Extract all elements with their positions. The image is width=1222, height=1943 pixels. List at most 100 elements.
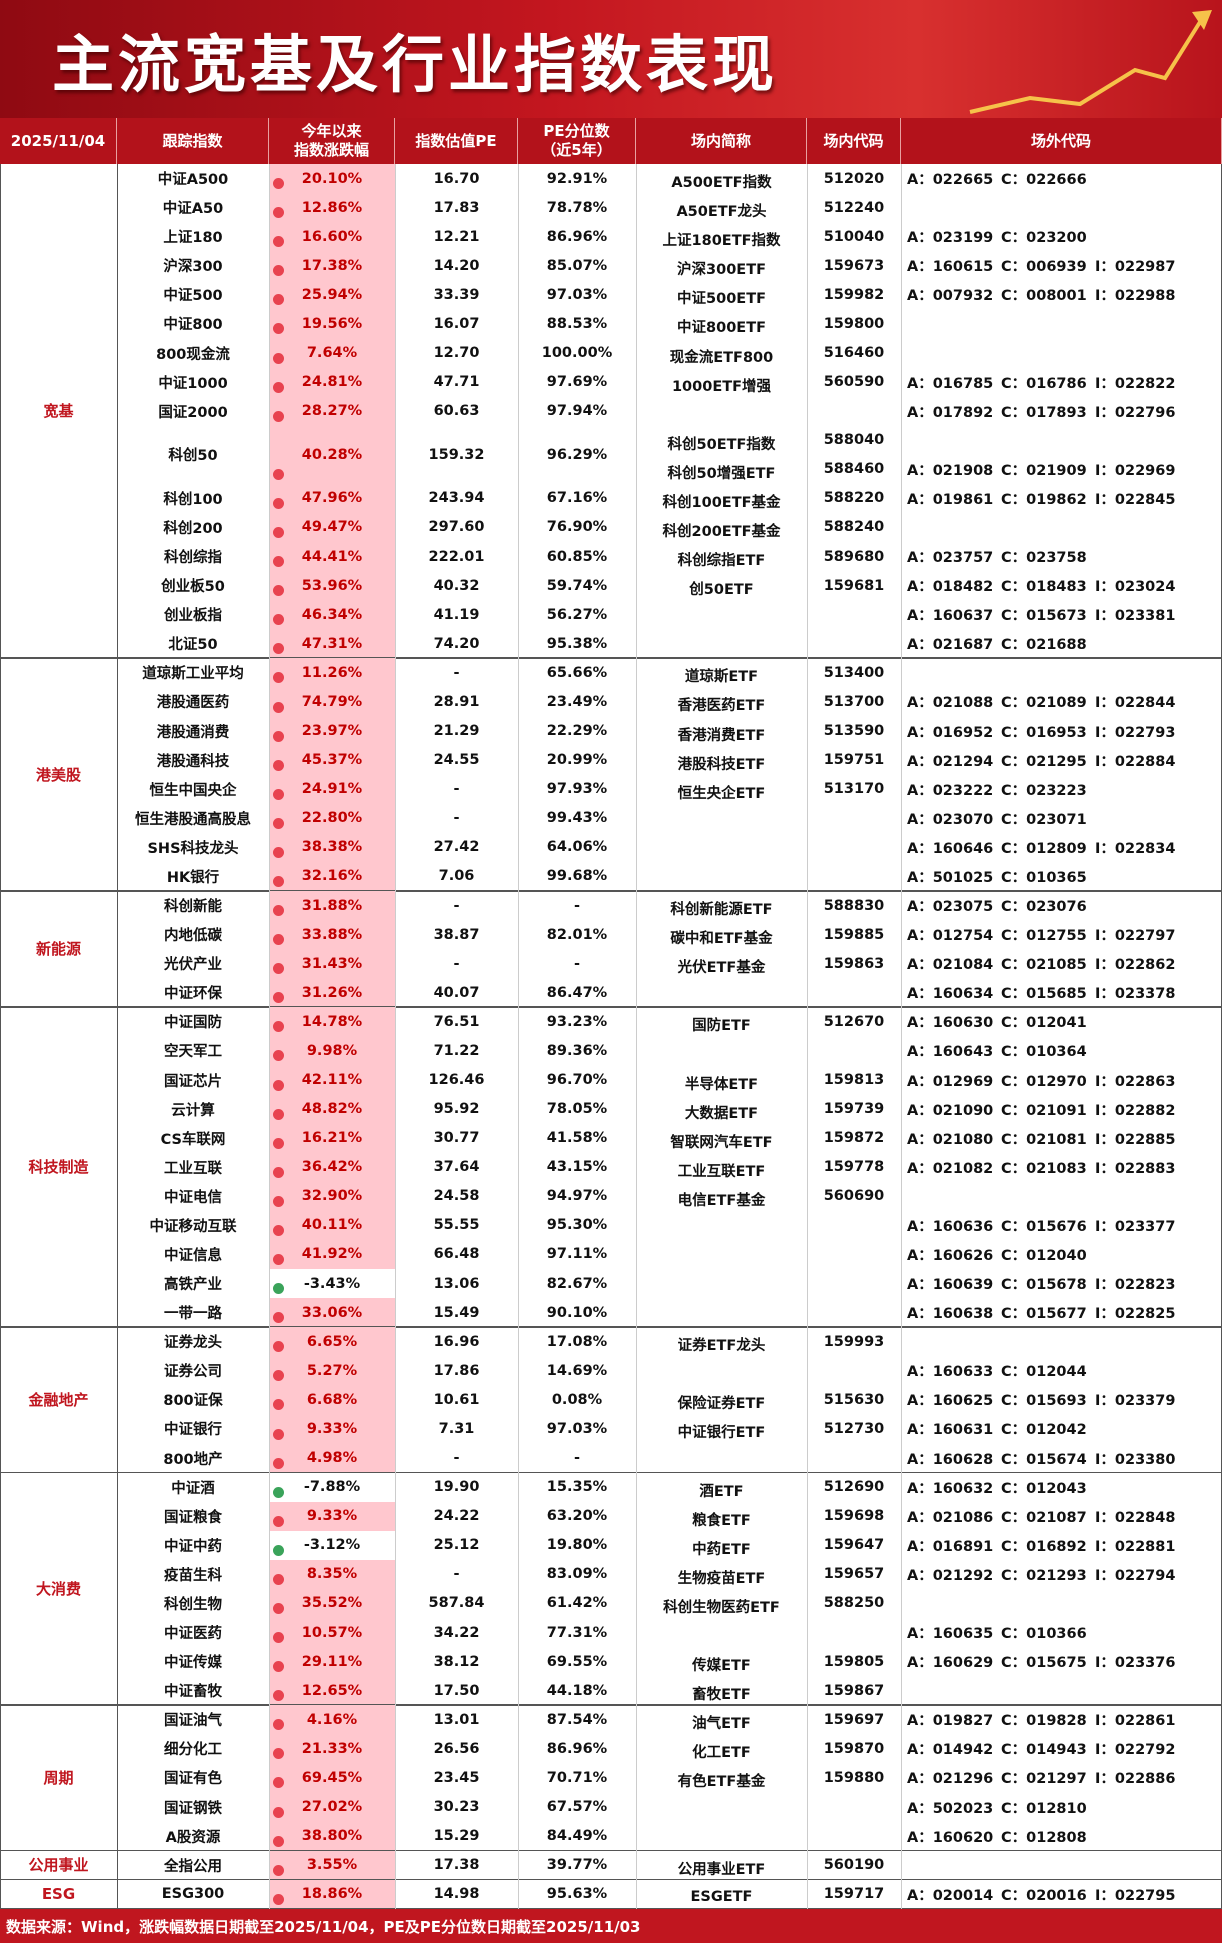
change-cell: 9.33% bbox=[269, 1501, 395, 1531]
index-name: 沪深300 bbox=[163, 259, 223, 276]
index-name: 科创综指 bbox=[164, 550, 222, 567]
etf-name: 科创生物医药ETF bbox=[663, 1599, 780, 1616]
pe-percentile: 88.53% bbox=[546, 315, 608, 332]
pe-percentile: 61.42% bbox=[546, 1595, 608, 1612]
pe-value: 16.96 bbox=[433, 1333, 480, 1350]
change-dot bbox=[273, 1166, 284, 1178]
change-dot bbox=[273, 643, 284, 655]
change-cell: 35.52% bbox=[269, 1588, 395, 1618]
pe-percentile: 19.80% bbox=[546, 1537, 608, 1554]
pe-value: 13.01 bbox=[433, 1711, 480, 1728]
pe-percentile: 67.57% bbox=[546, 1799, 608, 1815]
etf-name: 畜牧ETF bbox=[692, 1687, 751, 1704]
change-dot bbox=[273, 323, 284, 335]
change-cell: 10.57% bbox=[269, 1618, 395, 1648]
pe-value: 10.61 bbox=[433, 1391, 480, 1408]
column-header: 场内简称 bbox=[636, 118, 807, 164]
index-name: 创业板指 bbox=[164, 608, 222, 625]
change-dot bbox=[273, 178, 284, 190]
etf-name: 恒生央企ETF bbox=[677, 785, 766, 802]
pe-percentile: 85.07% bbox=[546, 257, 608, 274]
change-dot bbox=[273, 1195, 284, 1207]
etf-name: A50ETF龙头 bbox=[676, 204, 767, 221]
change-cell: 40.28% bbox=[269, 425, 395, 484]
otc-code: C：012044 bbox=[1001, 1364, 1087, 1381]
etf-code: 512020 bbox=[823, 170, 885, 187]
pe-percentile: 92.91% bbox=[546, 170, 608, 187]
otc-code: A：016891 bbox=[907, 1538, 994, 1555]
otc-code: A：160643 bbox=[907, 1044, 994, 1061]
otc-code: A：160646 bbox=[907, 840, 994, 857]
etf-code: 560590 bbox=[823, 374, 885, 391]
otc-code: C：021085 bbox=[1001, 957, 1087, 974]
change-cell: 19.56% bbox=[269, 309, 395, 339]
otc-code: C：023200 bbox=[1001, 230, 1087, 247]
otc-code: A：160631 bbox=[907, 1422, 994, 1439]
otc-code: A：014942 bbox=[907, 1742, 994, 1759]
otc-code: A：160629 bbox=[907, 1655, 994, 1672]
etf-name: 港股科技ETF bbox=[677, 756, 766, 773]
change-cell: 31.43% bbox=[269, 949, 395, 979]
etf-code: 588240 bbox=[823, 519, 885, 536]
etf-name: 油气ETF bbox=[692, 1716, 751, 1733]
pe-value: 40.32 bbox=[433, 577, 480, 594]
pe-value: 95.92 bbox=[433, 1101, 480, 1118]
etf-code: 513170 bbox=[823, 781, 885, 798]
change-cell: 40.11% bbox=[269, 1210, 395, 1240]
index-name: 中证传媒 bbox=[164, 1655, 222, 1672]
pe-percentile: 60.85% bbox=[546, 548, 608, 565]
pe-value: 243.94 bbox=[428, 490, 485, 507]
change-dot bbox=[273, 1428, 284, 1440]
index-table: 2025/11/04 跟踪指数 今年以来 指数涨跌幅 指数估值PE PE分位数 （近5年）场… bbox=[0, 118, 1222, 1910]
index-name: 科创100 bbox=[163, 491, 223, 508]
column-border bbox=[269, 164, 270, 1909]
otc-code: A：021292 bbox=[907, 1567, 994, 1584]
etf-code: 512240 bbox=[823, 199, 885, 216]
otc-code: C：015675 bbox=[1001, 1655, 1087, 1672]
otc-code: I：023024 bbox=[1095, 579, 1176, 596]
group-separator bbox=[0, 1006, 1222, 1008]
otc-code: A：160615 bbox=[907, 259, 994, 276]
otc-code: I：022797 bbox=[1095, 928, 1176, 945]
change-dot bbox=[273, 875, 284, 887]
change-dot bbox=[273, 1893, 284, 1905]
pe-value: 34.22 bbox=[433, 1624, 480, 1641]
index-name: 高铁产业 bbox=[164, 1277, 222, 1294]
change-dot bbox=[273, 934, 284, 946]
pe-value: - bbox=[453, 1566, 460, 1583]
change-dot bbox=[273, 527, 284, 539]
otc-code: A：020014 bbox=[907, 1887, 994, 1904]
index-name: 云计算 bbox=[171, 1102, 215, 1119]
otc-code: A：018482 bbox=[907, 579, 994, 596]
change-dot bbox=[273, 817, 284, 829]
otc-code: C：015678 bbox=[1001, 1277, 1087, 1294]
group-label: 科技制造 bbox=[0, 1007, 117, 1328]
footer-source: 数据来源：Wind，涨跌幅数据日期截至2025/11/04，PE及PE分位数日期… bbox=[0, 1909, 1222, 1943]
pe-value: - bbox=[453, 1450, 460, 1467]
otc-code: I：022844 bbox=[1095, 695, 1176, 712]
change-dot bbox=[273, 730, 284, 742]
change-cell: 41.92% bbox=[269, 1239, 395, 1270]
pe-percentile: 78.78% bbox=[546, 199, 608, 216]
index-name: 国证钢铁 bbox=[164, 1800, 222, 1817]
change-dot bbox=[273, 759, 284, 771]
index-name: 港股通消费 bbox=[156, 724, 230, 741]
pe-percentile: 97.03% bbox=[546, 286, 608, 303]
change-dot bbox=[273, 1079, 284, 1091]
change-cell: 33.88% bbox=[269, 920, 395, 950]
index-name: 恒生港股通高股息 bbox=[135, 811, 251, 828]
change-dot bbox=[273, 846, 284, 858]
pe-value: 16.07 bbox=[433, 315, 480, 332]
pe-percentile: 70.71% bbox=[546, 1769, 608, 1786]
change-dot bbox=[273, 1573, 284, 1585]
change-dot bbox=[273, 1457, 284, 1469]
otc-code: C：021688 bbox=[1001, 637, 1087, 654]
pe-value: 76.51 bbox=[433, 1013, 480, 1030]
etf-name: A500ETF指数 bbox=[671, 175, 772, 192]
otc-code: A：023075 bbox=[907, 899, 994, 916]
etf-code: 516460 bbox=[823, 345, 885, 361]
otc-code: C：021083 bbox=[1001, 1160, 1087, 1177]
pe-value: - bbox=[453, 955, 460, 972]
change-dot bbox=[273, 1021, 284, 1033]
etf-code: 159982 bbox=[823, 286, 885, 303]
